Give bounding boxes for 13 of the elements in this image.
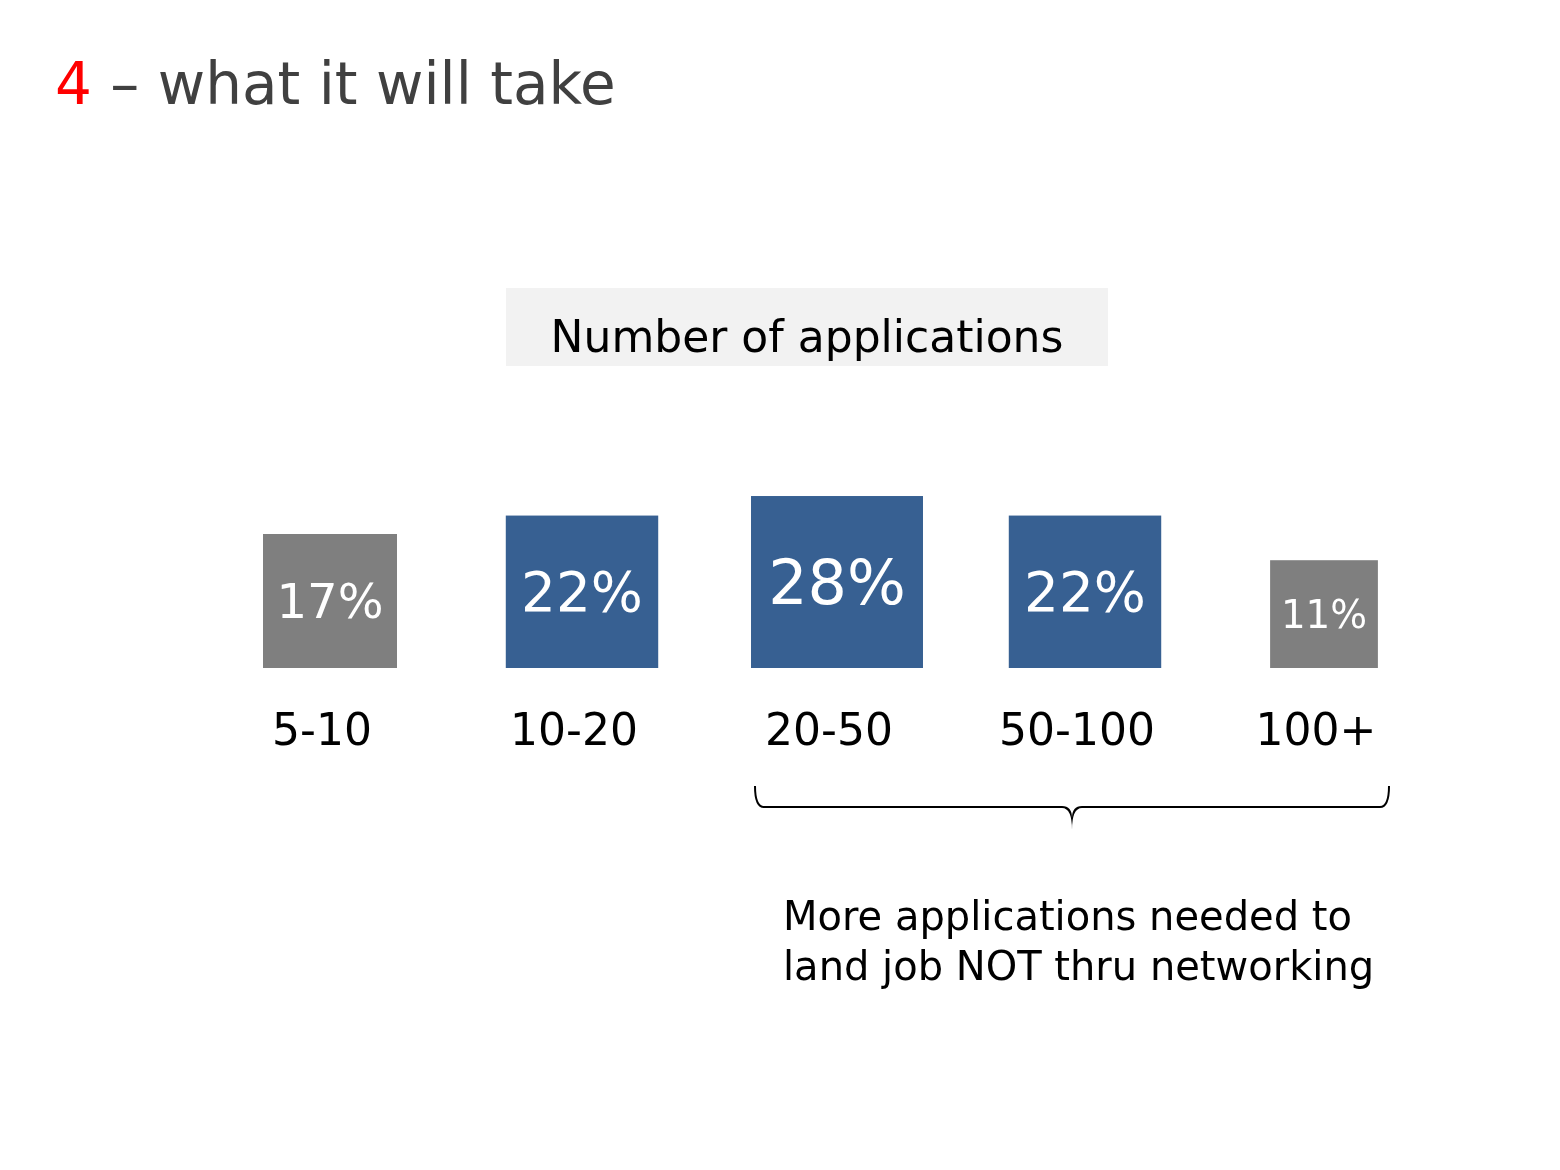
text: Number of applications [550, 311, 1064, 362]
data-label: 22% [1024, 559, 1146, 624]
category-label: 5-10 [272, 704, 372, 755]
category-label: 10-20 [510, 704, 638, 755]
data-label: 17% [276, 572, 384, 629]
data-label: 11% [1280, 591, 1368, 637]
text: 4 – what it will take [55, 50, 616, 118]
category-label: 100+ [1255, 704, 1377, 755]
data-label: 28% [768, 546, 906, 619]
category-label: 50-100 [999, 704, 1155, 755]
text: More applications needed to land job NOT thru networking [783, 893, 1375, 989]
data-label: 22% [521, 559, 643, 624]
category-label: 20-50 [765, 704, 893, 755]
